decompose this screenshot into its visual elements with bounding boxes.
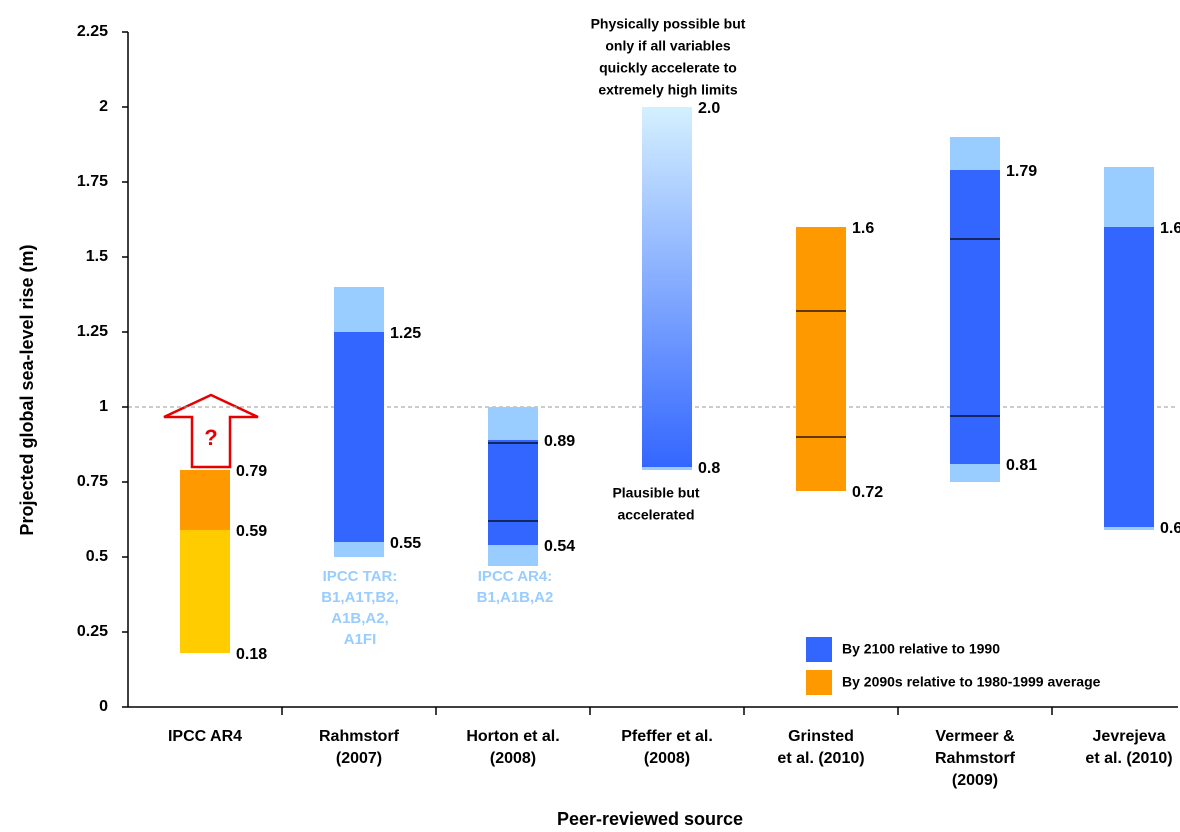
annotation: IPCC AR4: (478, 568, 552, 585)
value-label: 0.18 (236, 646, 267, 663)
bar-segment (1104, 227, 1154, 527)
annotation: B1,A1B,A2 (477, 589, 554, 606)
x-tick-label: (2007) (336, 750, 382, 767)
x-tick-label: Rahmstorf (319, 728, 400, 745)
legend-swatch (806, 637, 832, 662)
x-tick-label: IPCC AR4 (168, 728, 242, 745)
y-axis-label: Projected global sea-level rise (m) (17, 244, 37, 535)
bar-segment (642, 107, 692, 467)
x-tick-label: Pfeffer et al. (621, 728, 713, 745)
x-tick-label: (2009) (952, 772, 998, 789)
value-label: 0.72 (852, 484, 883, 501)
bar-segment (488, 440, 538, 545)
value-label: 0.54 (544, 538, 575, 555)
bar-segment (180, 470, 230, 530)
legend-label: By 2090s relative to 1980-1999 average (842, 674, 1101, 690)
value-label: 0.79 (236, 463, 267, 480)
annotation: A1B,A2, (331, 610, 389, 627)
y-tick-label: 2.25 (77, 23, 108, 40)
annotation: A1FI (344, 631, 377, 648)
annotation: extremely high limits (598, 82, 737, 98)
value-label: 0.89 (544, 433, 575, 450)
bar-segment (334, 332, 384, 542)
bar-segment (642, 467, 692, 470)
x-tick-label: et al. (2010) (777, 750, 864, 767)
value-label: 0.55 (390, 535, 421, 552)
up-arrow (163, 393, 259, 469)
annotation: only if all variables (605, 38, 730, 54)
bar-segment (180, 530, 230, 653)
annotation: Physically possible but (591, 16, 746, 32)
question-mark: ? (204, 425, 217, 450)
x-tick-label: Horton et al. (466, 728, 559, 745)
value-label: 1.79 (1006, 163, 1037, 180)
annotation: B1,A1T,B2, (321, 589, 399, 606)
value-label: 0.8 (698, 460, 720, 477)
x-tick-label: Rahmstorf (935, 750, 1016, 767)
value-label: 1.25 (390, 325, 421, 342)
y-tick-label: 1.5 (86, 248, 108, 265)
value-label: 0.59 (236, 523, 267, 540)
x-tick-label: (2008) (490, 750, 536, 767)
y-tick-label: 1 (99, 398, 108, 415)
y-tick-label: 1.25 (77, 323, 108, 340)
annotation: IPCC TAR: (323, 568, 398, 585)
annotation: quickly accelerate to (599, 60, 737, 76)
y-tick-label: 0.75 (77, 473, 108, 490)
y-tick-label: 2 (99, 98, 108, 115)
x-tick-label: Vermeer & (935, 728, 1015, 745)
x-tick-label: et al. (2010) (1085, 750, 1172, 767)
value-label: 2.0 (698, 100, 720, 117)
x-tick-label: (2008) (644, 750, 690, 767)
y-tick-label: 1.75 (77, 173, 108, 190)
x-tick-label: Grinsted (788, 728, 854, 745)
bar-segment (950, 170, 1000, 464)
legend-label: By 2100 relative to 1990 (842, 641, 1000, 657)
legend-swatch (806, 670, 832, 695)
x-tick-label: Jevrejeva (1093, 728, 1166, 745)
value-label: 0.6 (1160, 520, 1180, 537)
bar-segment (796, 227, 846, 491)
y-tick-label: 0.5 (86, 548, 108, 565)
value-label: 0.81 (1006, 457, 1037, 474)
value-label: 1.6 (852, 220, 874, 237)
annotation: Plausible but (612, 485, 699, 501)
y-tick-label: 0.25 (77, 623, 108, 640)
annotation: accelerated (617, 507, 694, 523)
value-label: 1.6 (1160, 220, 1180, 237)
y-tick-label: 0 (99, 698, 108, 715)
x-axis-label: Peer-reviewed source (557, 809, 743, 829)
